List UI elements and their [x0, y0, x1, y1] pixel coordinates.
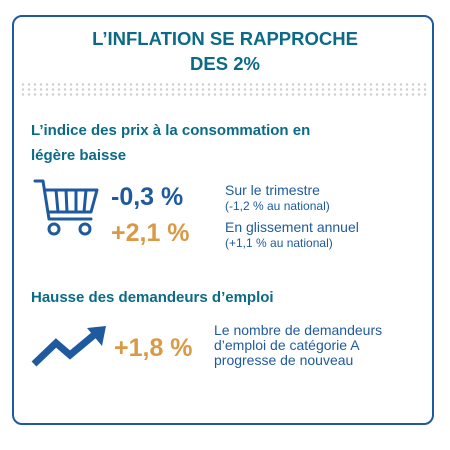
- quarterly-national-value: (-1,2 % au national): [225, 199, 330, 213]
- annual-national-value: (+1,1 % au national): [225, 236, 333, 250]
- annual-change-value: +2,1 %: [111, 219, 190, 247]
- shopping-cart-icon: [33, 179, 99, 236]
- jobseekers-description-line-2: d’emploi de catégorie A: [214, 337, 360, 353]
- dotted-divider: [20, 82, 428, 96]
- title-line-1: L’INFLATION SE RAPPROCHE: [92, 28, 358, 49]
- jobseekers-change-value: +1,8 %: [114, 334, 193, 362]
- jobseekers-description-line-1: Le nombre de demandeurs: [214, 322, 383, 338]
- quarterly-change-value: -0,3 %: [111, 183, 184, 211]
- quarterly-label: Sur le trimestre: [225, 182, 320, 198]
- title-line-2: DES 2%: [190, 53, 260, 74]
- infographic-card: [12, 15, 434, 425]
- page-title: L’INFLATION SE RAPPROCHE DES 2%: [0, 26, 450, 76]
- section-heading-prices: L’indice des prix à la consommation en l…: [31, 118, 361, 168]
- section-heading-prices-line-2: légère baisse: [31, 147, 127, 164]
- section-heading-prices-line-1: L’indice des prix à la consommation en: [31, 122, 311, 139]
- section-heading-jobseekers: Hausse des demandeurs d’emploi: [31, 289, 274, 306]
- jobseekers-description-line-3: progresse de nouveau: [214, 352, 354, 368]
- jobseekers-description: Le nombre de demandeurs d’emploi de caté…: [214, 323, 429, 368]
- annual-label: En glissement annuel: [225, 219, 359, 235]
- trending-up-arrow-icon: [31, 326, 106, 367]
